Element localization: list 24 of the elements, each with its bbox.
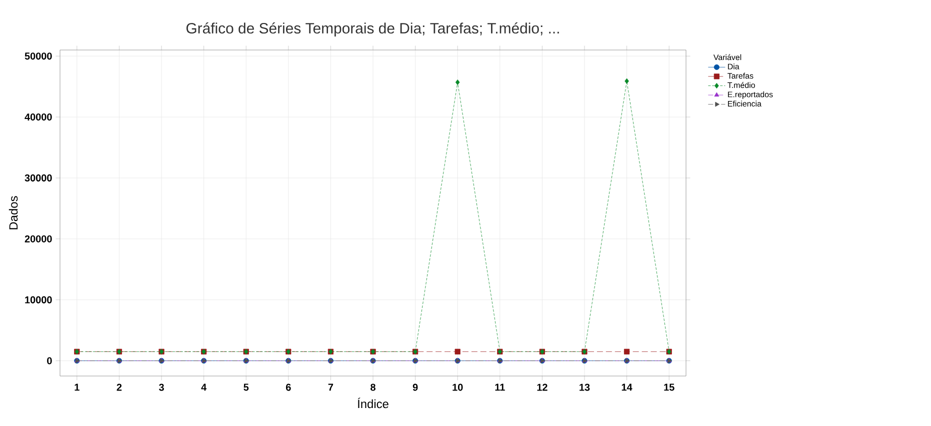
x-tick-label: 7 [328,384,334,391]
x-tick-label: 12 [537,384,548,391]
x-tick-label: 2 [116,384,122,391]
x-tick-label: 5 [244,384,249,391]
y-tick-label: 0 [47,357,52,364]
x-axis-title: Índice [358,398,388,408]
x-tick-label: 3 [158,384,164,391]
chart-title: Gráfico de Séries Temporais de Dia; Tarefas; T.médio; ... [186,22,559,37]
x-tick-label: 1 [74,384,80,391]
y-tick-label: 30000 [24,174,52,182]
y-axis-title: Dados [8,196,18,230]
x-tick-label: 11 [495,384,505,391]
x-tick-label: 6 [286,384,291,391]
y-tick-label: 20000 [24,235,52,242]
y-tick-label: 10000 [25,296,52,304]
x-tick-label: 9 [412,384,418,391]
x-tick-label: 10 [452,384,463,391]
x-tick-label: 4 [201,384,207,391]
x-tick-label: 13 [580,384,590,391]
x-tick-label: 8 [370,384,376,391]
y-tick-label: 50000 [24,52,52,60]
x-tick-label: 15 [664,384,674,391]
y-tick-label: 40000 [24,114,52,121]
x-tick-label: 14 [622,384,632,391]
